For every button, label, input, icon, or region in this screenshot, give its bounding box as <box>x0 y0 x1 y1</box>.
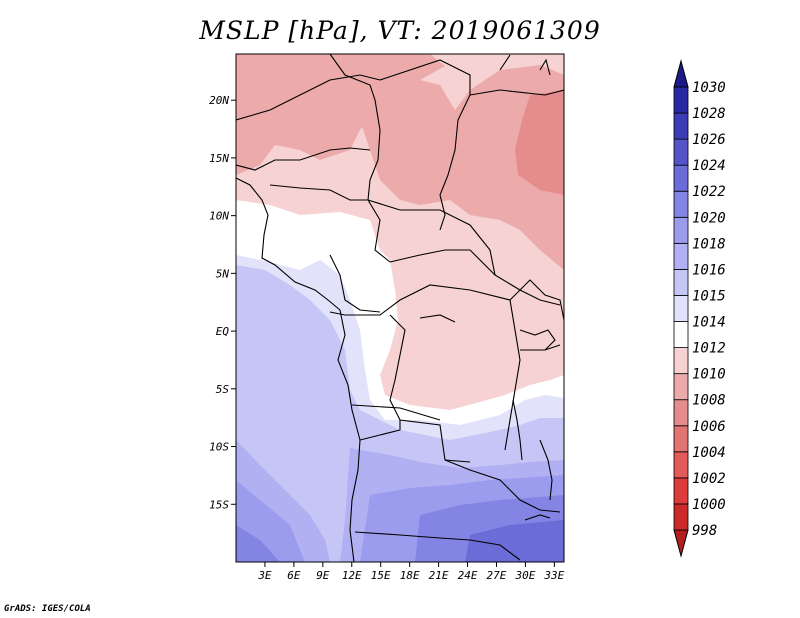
border <box>504 299 521 451</box>
lon-tick-label: 12E <box>342 569 362 582</box>
colorbar-swatch <box>673 295 689 322</box>
border <box>354 531 441 539</box>
border <box>389 249 496 276</box>
border <box>236 147 371 171</box>
colorbar-label: 1010 <box>692 367 726 383</box>
lat-axis: 20N 15N 10N 5N EQ 5S 10S 15S <box>209 94 236 511</box>
colorbar-swatch-high <box>673 59 689 88</box>
lon-tick-label: 30E <box>514 569 535 582</box>
lat-tick-label: 5S <box>216 383 230 396</box>
colorbar-swatch <box>673 451 689 479</box>
lat-tick-label: 10N <box>209 210 229 223</box>
border <box>439 537 521 561</box>
border <box>351 404 441 421</box>
border <box>367 199 561 306</box>
lon-tick-label: 21E <box>429 569 449 582</box>
colorbar-swatch-low <box>673 529 689 558</box>
colorbar-swatch <box>673 112 689 140</box>
lon-tick-label: 9E <box>316 569 330 582</box>
border <box>389 314 471 463</box>
colorbar-swatch <box>673 164 689 192</box>
field-1024 <box>465 520 564 562</box>
border <box>329 254 381 313</box>
lat-tick-label: 15N <box>209 152 229 165</box>
lake-tanganyika <box>512 399 523 461</box>
colorbar-swatch <box>673 425 689 453</box>
lon-tick-label: 24E <box>458 569 478 582</box>
border <box>269 184 391 263</box>
chart-title: MSLP [hPa], VT: 2019061309 <box>199 16 601 45</box>
lake <box>524 514 551 521</box>
border <box>439 94 471 231</box>
colorbar-swatch <box>673 399 689 427</box>
colorbar-swatch <box>673 373 689 401</box>
colorbar-label: 1012 <box>692 341 726 357</box>
colorbar-label: 1018 <box>692 236 726 252</box>
colorbar-swatch <box>673 347 689 375</box>
lat-tick-label: 20N <box>209 94 229 107</box>
lat-tick-label: 15S <box>209 498 229 511</box>
lake-malawi <box>539 439 553 501</box>
border <box>359 420 401 441</box>
border <box>444 459 561 513</box>
border <box>509 279 564 321</box>
border <box>499 54 511 71</box>
lon-tick-label: 33E <box>543 569 564 582</box>
colorbar-swatch <box>673 190 689 218</box>
lon-tick-label: 3E <box>257 569 272 582</box>
colorbar-label: 1006 <box>692 419 726 435</box>
colorbar-swatch <box>673 138 689 166</box>
colorbar-swatch <box>673 269 689 296</box>
border <box>236 74 381 121</box>
colorbar-swatch <box>673 321 689 348</box>
lon-tick-label: 27E <box>487 569 507 582</box>
field-1022-sw <box>236 525 280 562</box>
colorbar-label: 1015 <box>692 288 726 304</box>
colorbar-label: 1008 <box>692 393 726 409</box>
boundaries <box>236 54 564 562</box>
border <box>329 284 511 316</box>
colorbar-label: 1020 <box>692 210 726 226</box>
border <box>539 58 551 76</box>
pressure-field <box>236 54 564 562</box>
lat-tick-label: EQ <box>216 325 230 338</box>
colorbar-label: 1026 <box>692 132 726 148</box>
colorbar-label: 1022 <box>692 184 726 200</box>
grads-credit: GrADS: IGES/COLA <box>4 604 91 614</box>
lat-tick-label: 10S <box>209 441 229 454</box>
lake-victoria <box>519 329 556 351</box>
field-1008 <box>515 90 564 195</box>
lake <box>419 314 456 323</box>
colorbar-label: 1028 <box>692 106 726 122</box>
colorbar-swatch <box>673 242 689 270</box>
colorbar: 998 1000 1002 1004 1006 1008 1010 1012 1014 1015 1… <box>673 59 726 558</box>
colorbar-swatch <box>673 86 689 114</box>
lon-axis: 3E 6E 9E 12E 15E 18E 21E 24E 27E 30E 33E <box>257 562 565 582</box>
field-1010-ne <box>360 65 564 270</box>
coastline <box>236 177 361 562</box>
lon-tick-label: 15E <box>371 569 391 582</box>
colorbar-swatch <box>673 477 689 505</box>
colorbar-label: 1002 <box>692 471 726 487</box>
colorbar-label: 1024 <box>692 158 726 174</box>
colorbar-label: 1014 <box>692 315 726 331</box>
colorbar-label: 998 <box>692 523 717 539</box>
colorbar-swatch <box>673 503 689 531</box>
lat-tick-label: 5N <box>216 267 230 280</box>
map-frame <box>235 53 565 563</box>
colorbar-label: 1004 <box>692 445 726 461</box>
lon-tick-label: 6E <box>287 569 301 582</box>
colorbar-label: 1000 <box>692 497 726 513</box>
lon-tick-label: 18E <box>400 569 420 582</box>
colorbar-label: 1030 <box>692 80 726 96</box>
colorbar-label: 1016 <box>692 262 726 278</box>
colorbar-swatch <box>673 216 689 244</box>
